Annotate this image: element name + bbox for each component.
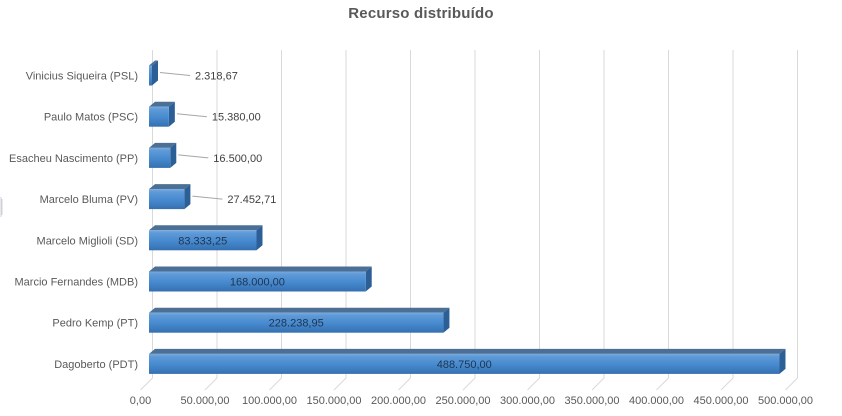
bar [149, 230, 257, 251]
data-label-inside: 228.238,95 [269, 318, 324, 330]
gridline-floor-foot [269, 377, 282, 391]
data-label-outside: 2.318,67 [195, 71, 238, 83]
gridline-floor-foot [785, 377, 798, 391]
category-label: Esacheu Nascimento (PP) [9, 153, 138, 165]
x-axis-tick-label: 0,00 [130, 395, 151, 407]
bar-group-2 [149, 142, 177, 168]
data-label-outside: 15.380,00 [212, 112, 261, 124]
bar-end-face [168, 101, 175, 127]
bar-group-1 [149, 101, 175, 127]
gridline-floor-foot [720, 377, 734, 391]
bar-top-face [149, 142, 177, 148]
bar-end-face [779, 348, 786, 374]
bar-top-face [149, 225, 263, 231]
gridline-floor-foot [398, 377, 411, 391]
bar-top-face [149, 307, 450, 313]
x-axis-tick-label: 300.000,00 [500, 395, 555, 407]
bar [149, 189, 185, 210]
category-label: Dagoberto (PDT) [54, 359, 138, 371]
bar [149, 312, 444, 333]
bar-group-6 [149, 307, 450, 333]
x-axis-tick-label: 450.000,00 [693, 395, 748, 407]
bar [149, 147, 171, 168]
bar-end-face [184, 184, 191, 210]
bar-group-7 [149, 348, 786, 374]
gridline-floor-foot [591, 377, 605, 391]
bar [149, 65, 152, 86]
bar-group-3 [149, 184, 191, 210]
data-label-inside: 168.000,00 [230, 277, 285, 289]
bar-end-face [256, 225, 263, 251]
bar-end-face [365, 266, 372, 292]
x-axis-tick-label: 350.000,00 [564, 395, 619, 407]
bar-group-0 [149, 60, 158, 86]
bar-top-face [149, 101, 175, 107]
bar [149, 353, 780, 374]
bar-end-face [170, 142, 177, 168]
gridline-floor-foot [204, 377, 218, 391]
category-label: Marcio Fernandes (MDB) [15, 277, 138, 289]
bar-top-face [149, 266, 372, 272]
data-label-inside: 488.750,00 [437, 359, 492, 371]
data-label-inside: 83.333,25 [178, 235, 227, 247]
x-axis-tick-label: 400.000,00 [629, 395, 684, 407]
gridline-floor-foot [140, 377, 153, 391]
bar [149, 106, 169, 127]
category-label: Vinicius Siqueira (PSL) [26, 71, 138, 83]
bar-group-4 [149, 225, 263, 251]
category-label: Marcelo Miglioli (SD) [37, 235, 138, 247]
gridline-floor-foot [462, 377, 476, 391]
bar-group-5 [149, 266, 372, 292]
clipped-left-edge-mark [0, 197, 3, 217]
x-axis-tick-label: 50.000,00 [181, 395, 230, 407]
bar [149, 271, 366, 292]
x-axis-tick-label: 500.000,00 [758, 395, 813, 407]
x-axis-tick-label: 100.000,00 [242, 395, 297, 407]
x-axis-tick-label: 150.000,00 [306, 395, 361, 407]
data-label-leader-line [176, 113, 207, 118]
x-axis-tick-label: 200.000,00 [371, 395, 426, 407]
data-label-leader-line [178, 154, 209, 159]
category-label: Pedro Kemp (PT) [52, 318, 138, 330]
bar-top-face [149, 184, 191, 190]
bar-top-face [149, 348, 786, 354]
data-label-leader-line [192, 195, 223, 200]
bar-end-face [443, 307, 450, 333]
chart-title: Recurso distribuído [348, 5, 494, 22]
gridline-floor-foot [333, 377, 347, 391]
data-label-leader-line [159, 72, 191, 76]
bar-end-face [152, 60, 158, 86]
x-axis-tick-label: 250.000,00 [435, 395, 490, 407]
gridline-floor-foot [527, 377, 540, 391]
data-label-outside: 27.452,71 [227, 194, 276, 206]
category-label: Paulo Matos (PSC) [44, 112, 138, 124]
category-label: Marcelo Bluma (PV) [40, 194, 138, 206]
data-label-outside: 16.500,00 [213, 153, 262, 165]
gridline-floor-foot [656, 377, 669, 391]
bar-top-face [149, 60, 158, 66]
